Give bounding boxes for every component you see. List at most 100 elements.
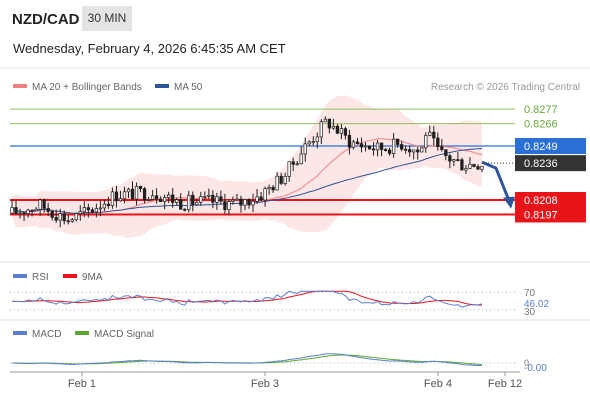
rsi-legend-swatch bbox=[13, 274, 27, 278]
candle-body bbox=[283, 175, 287, 184]
candle-body bbox=[359, 143, 364, 148]
candle-body bbox=[379, 142, 384, 150]
candle-body bbox=[46, 208, 50, 212]
candle-body bbox=[440, 146, 444, 150]
candle-body bbox=[14, 207, 18, 214]
macd-zero-label: 0 bbox=[524, 358, 529, 368]
rsi-line bbox=[12, 290, 483, 308]
candle-body bbox=[271, 186, 275, 191]
candle-body bbox=[138, 186, 143, 190]
candle-body bbox=[162, 197, 167, 202]
candle-body bbox=[339, 128, 344, 134]
candle-body bbox=[375, 142, 380, 151]
candle-body bbox=[444, 149, 448, 157]
candle-body bbox=[195, 201, 199, 205]
candle-body bbox=[223, 200, 227, 210]
candle-body bbox=[235, 198, 239, 201]
macd-current-value: -0.00 bbox=[524, 363, 547, 374]
candle-body bbox=[98, 207, 103, 210]
candle-body bbox=[171, 194, 175, 203]
candle-body bbox=[62, 213, 66, 222]
ma20-legend-swatch bbox=[13, 84, 27, 88]
candle-body bbox=[400, 144, 404, 150]
candle-body bbox=[227, 201, 231, 210]
time-axis-label: Feb 12 bbox=[488, 378, 522, 390]
candle-body bbox=[355, 141, 360, 144]
forecast-arrow bbox=[481, 160, 515, 209]
ma50-legend-label: MA 50 bbox=[174, 82, 203, 93]
forecast-arrow-head bbox=[503, 196, 515, 209]
candle-body bbox=[371, 148, 376, 151]
candle-body bbox=[10, 207, 14, 214]
candle-body bbox=[50, 211, 54, 218]
candle-body bbox=[319, 121, 323, 138]
candle-body bbox=[30, 209, 34, 212]
candle-body bbox=[94, 208, 99, 213]
candle-body bbox=[391, 138, 396, 154]
candle-body bbox=[126, 188, 131, 193]
candle-body bbox=[142, 188, 147, 201]
candle-body bbox=[179, 199, 183, 210]
bollinger-band-area bbox=[12, 95, 482, 238]
candle-body bbox=[416, 149, 420, 153]
candle-body bbox=[58, 213, 62, 221]
candle-body bbox=[436, 137, 440, 147]
candle-body bbox=[150, 195, 155, 200]
candle-body bbox=[432, 131, 436, 139]
macd-panel: 0-0.00 bbox=[10, 353, 547, 374]
candle-body bbox=[323, 118, 327, 123]
candle-body bbox=[239, 198, 243, 206]
candle-body bbox=[424, 134, 428, 149]
candle-body bbox=[118, 198, 123, 202]
candle-body bbox=[18, 212, 22, 215]
macd-line bbox=[11, 353, 482, 366]
candle-body bbox=[428, 131, 432, 136]
support-label-box bbox=[515, 206, 586, 223]
macd-signal-legend-label: MACD Signal bbox=[94, 329, 154, 340]
candle-body bbox=[279, 175, 283, 184]
candle-body bbox=[110, 191, 115, 206]
candle-body bbox=[456, 159, 460, 161]
ma50-legend-swatch bbox=[155, 84, 169, 88]
candle-body bbox=[452, 159, 456, 162]
datetime-label: Wednesday, February 4, 2026 6:45:35 AM C… bbox=[13, 41, 286, 56]
candle-body bbox=[275, 175, 279, 191]
macd-legend-swatch bbox=[13, 331, 27, 335]
instrument-title: NZD/CAD bbox=[12, 11, 80, 28]
candle-body bbox=[207, 194, 211, 197]
candle-body bbox=[408, 149, 412, 153]
candle-body bbox=[307, 141, 311, 145]
candle-body bbox=[343, 128, 348, 136]
candle-body bbox=[267, 186, 271, 189]
candle-body bbox=[395, 138, 400, 145]
candle-body bbox=[106, 203, 111, 206]
candle-body bbox=[363, 145, 368, 148]
pivot-label: 0.8249 bbox=[524, 141, 558, 153]
candle-body bbox=[78, 211, 82, 214]
candle-body bbox=[22, 212, 26, 215]
ma20-legend-label: MA 20 + Bollinger Bands bbox=[32, 82, 142, 93]
candle-body bbox=[251, 200, 255, 206]
candle-body bbox=[263, 188, 267, 201]
timeframe-button[interactable]: 30 MIN bbox=[82, 6, 132, 31]
candle-body bbox=[420, 147, 424, 153]
last-price-label: 0.8236 bbox=[524, 158, 558, 170]
candle-body bbox=[122, 191, 127, 199]
candle-body bbox=[311, 141, 315, 143]
candle-body bbox=[114, 191, 119, 202]
candle-body bbox=[154, 195, 159, 200]
resistance-label: 0.8266 bbox=[524, 119, 558, 131]
candle-body bbox=[259, 196, 263, 201]
candle-body bbox=[331, 125, 336, 129]
time-axis-label: Feb 3 bbox=[251, 378, 279, 390]
candle-body bbox=[102, 203, 107, 209]
rsi-ma-legend-swatch bbox=[63, 274, 77, 278]
bollinger-bands bbox=[12, 95, 482, 238]
candle-body bbox=[219, 196, 223, 202]
candle-body bbox=[480, 165, 484, 170]
candle-body bbox=[199, 196, 203, 203]
candle-body bbox=[351, 141, 356, 148]
candle-body bbox=[70, 219, 74, 222]
